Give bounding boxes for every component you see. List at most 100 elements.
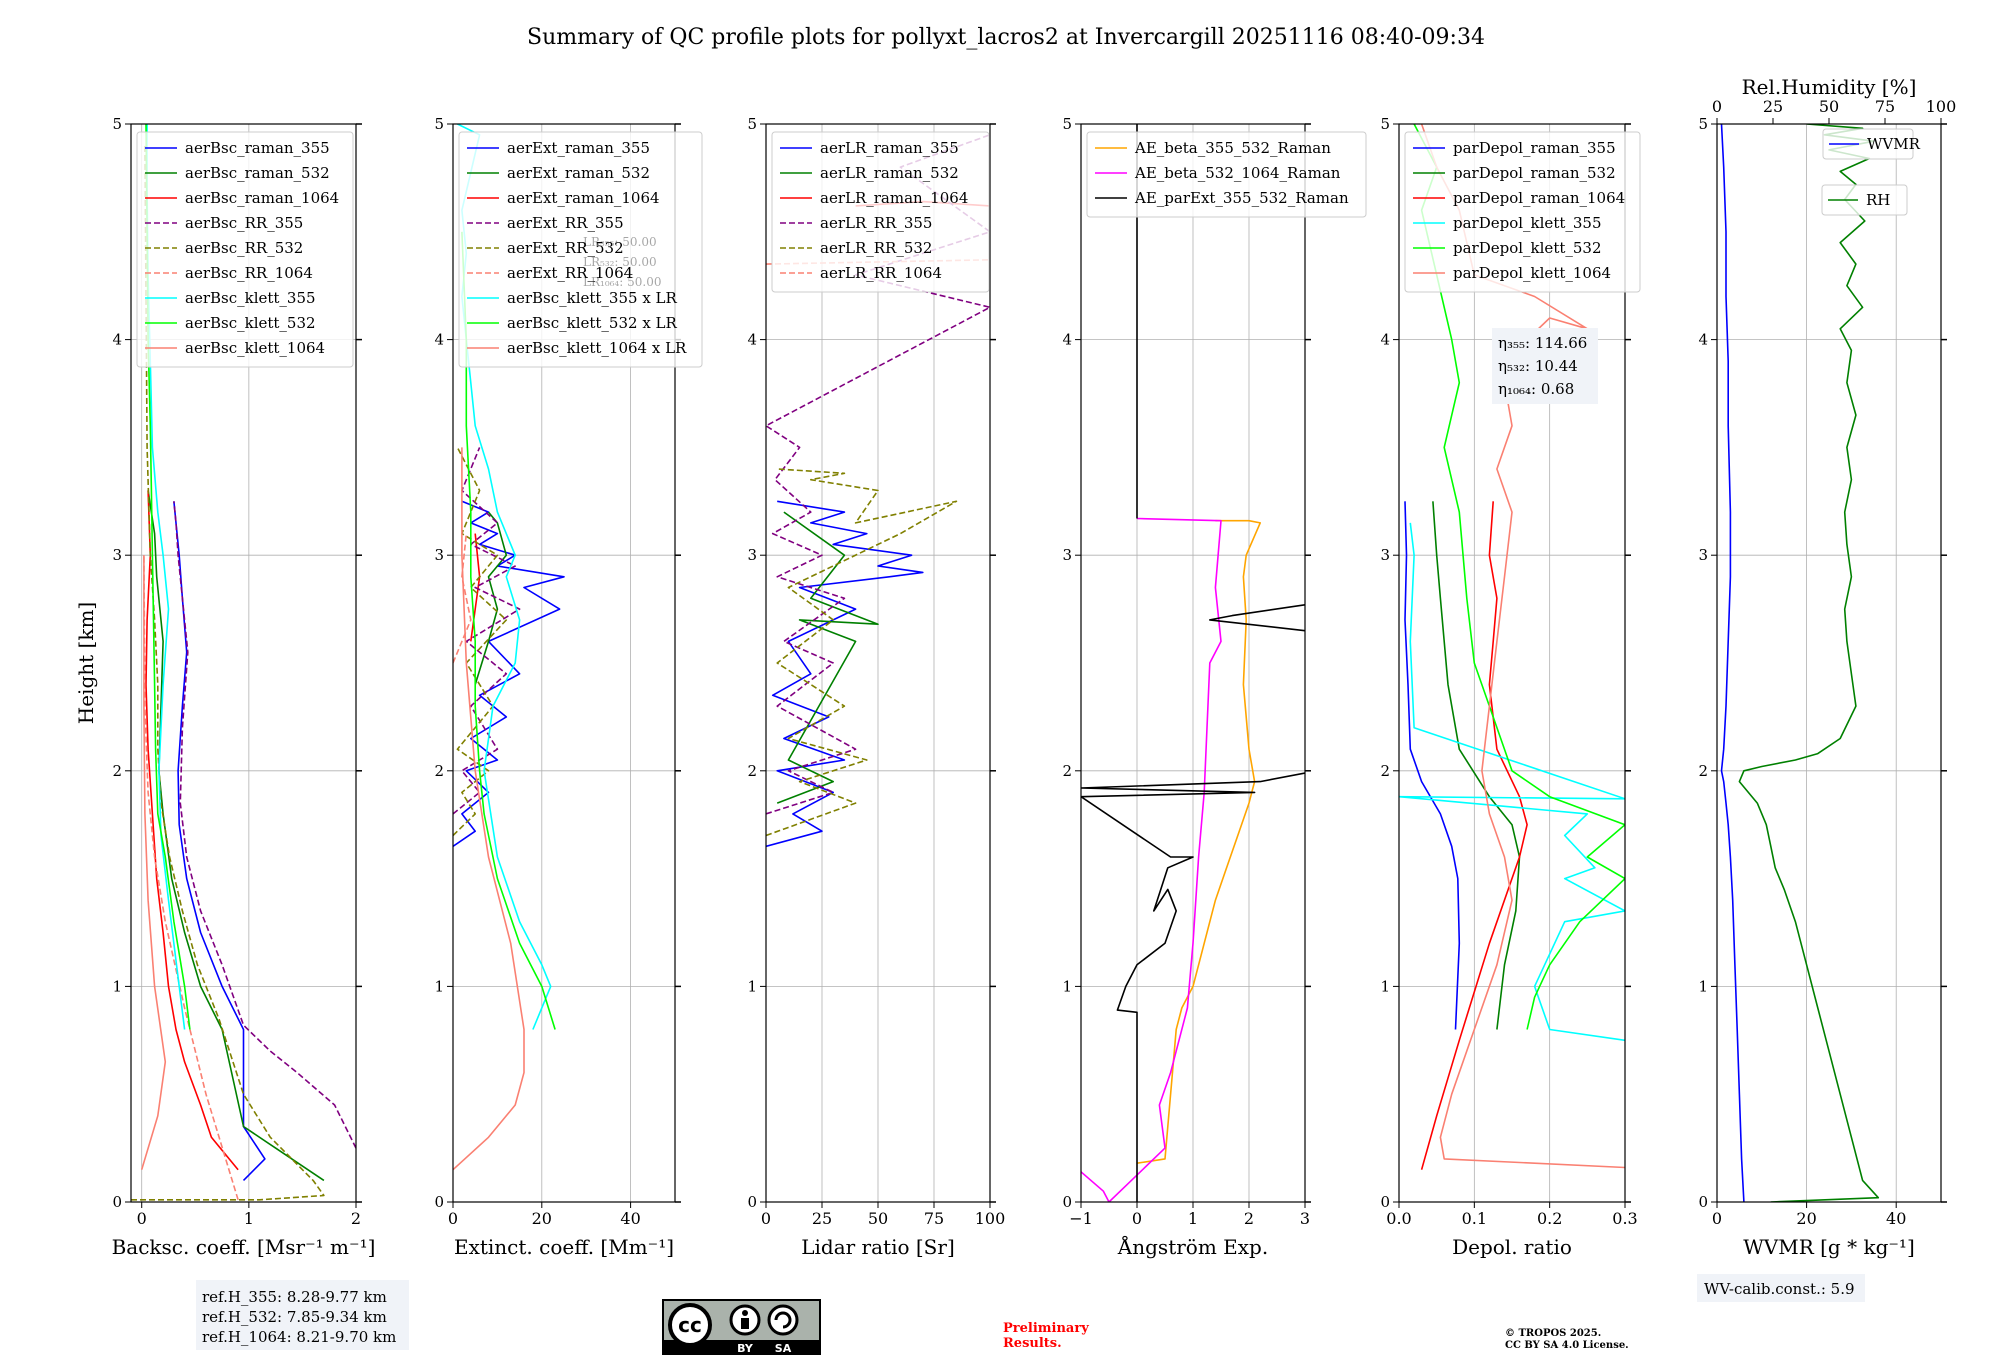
series-line-aerLR_raman_532	[776, 511, 879, 804]
eta-532: η₅₃₂: 10.44	[1498, 357, 1578, 375]
wv-calib-box: WV-calib.const.: 5.9	[1697, 1274, 1865, 1302]
y-tick-label: 0	[1698, 1193, 1708, 1211]
series-line-aerExt_raman_355	[453, 500, 565, 847]
legend: AE_beta_355_532_Raman AE_beta_532_1064_Ra…	[1086, 131, 1367, 218]
cc-by-label: BY	[737, 1342, 754, 1355]
legend-label: aerLR_raman_355	[820, 139, 959, 157]
legend-label: aerLR_RR_532	[820, 239, 932, 257]
legend-label: aerExt_raman_355	[507, 139, 650, 157]
legend-label: aerBsc_klett_1064 x LR	[507, 339, 687, 357]
series-line-AE_parExt_355_532_Raman	[1209, 604, 1305, 632]
legend-label: parDepol_raman_355	[1453, 139, 1616, 157]
y-tick-label: 1	[1062, 977, 1072, 995]
top-x-tick-label: 0	[1712, 97, 1722, 116]
cc-license-badge: cc BY SA	[662, 1299, 821, 1355]
ref-height-1064: ref.H_1064: 8.21-9.70 km	[202, 1328, 396, 1346]
legend-box	[458, 131, 703, 368]
legend-label: aerExt_RR_532	[507, 239, 624, 257]
y-tick-label: 3	[1062, 546, 1072, 564]
legend-label: aerBsc_raman_355	[185, 139, 330, 157]
x-tick-label: 0.0	[1386, 1209, 1411, 1228]
y-tick-label: 1	[1698, 977, 1708, 995]
series-line-RH	[1738, 124, 1880, 1202]
y-tick-label: 1	[747, 977, 757, 995]
y-tick-label: 5	[747, 115, 757, 133]
x-axis-label: Backsc. coeff. [Msr⁻¹ m⁻¹]	[112, 1235, 376, 1259]
legend-label: RH	[1866, 191, 1890, 209]
sa-icon	[767, 1304, 799, 1336]
x-tick-label: 100	[975, 1209, 1006, 1228]
x-tick-label: 3	[1300, 1209, 1310, 1228]
legend-label: parDepol_klett_532	[1453, 239, 1602, 257]
x-tick-label: 0	[448, 1209, 458, 1228]
x-tick-label: 20	[1796, 1209, 1816, 1228]
y-tick-label: 1	[112, 977, 122, 995]
lr-355-note: LR₃₅₅: 50.00	[583, 235, 657, 249]
x-tick-label: 20	[532, 1209, 552, 1228]
y-tick-label: 3	[434, 546, 444, 564]
y-tick-label: 4	[112, 331, 122, 349]
legend-label: aerLR_raman_1064	[820, 189, 968, 207]
legend-label: parDepol_klett_1064	[1453, 264, 1611, 282]
x-tick-label: 2	[1244, 1209, 1254, 1228]
y-tick-label: 5	[1062, 115, 1072, 133]
series-line-aerBsc_klett_1064 x LR	[453, 447, 525, 1171]
series-line-AE_beta_355_532_Raman	[1136, 519, 1261, 1164]
y-tick-label: 0	[434, 1193, 444, 1211]
legend-entry-WVMR: WVMR	[1822, 128, 1921, 160]
y-tick-label: 5	[1380, 115, 1390, 133]
legend-label: aerExt_raman_532	[507, 164, 650, 182]
series-line-parDepol_raman_1064	[1420, 501, 1528, 1170]
series-line-parDepol_raman_355	[1404, 501, 1461, 1030]
legend-label: aerBsc_RR_1064	[185, 264, 313, 282]
wv-calib-const: WV-calib.const.: 5.9	[1704, 1280, 1855, 1298]
series-line-aerBsc_raman_532	[147, 490, 325, 1182]
legend-entry-RH: RH	[1821, 184, 1908, 216]
legend-label: aerBsc_klett_355	[185, 289, 316, 307]
legend-label: aerLR_RR_355	[820, 214, 932, 232]
x-axis-label: Lidar ratio [Sr]	[801, 1235, 955, 1259]
x-tick-label: 1	[1188, 1209, 1198, 1228]
series-line-parDepol_raman_532	[1432, 501, 1521, 1030]
y-tick-label: 5	[112, 115, 122, 133]
legend-label: aerExt_raman_1064	[507, 189, 660, 207]
y-tick-label: 3	[1380, 546, 1390, 564]
x-tick-label: 0	[761, 1209, 771, 1228]
legend: parDepol_raman_355 parDepol_raman_532 parD…	[1404, 131, 1641, 293]
x-tick-label: 1	[244, 1209, 254, 1228]
x-tick-label: 0	[137, 1209, 147, 1228]
x-tick-label: 0.2	[1537, 1209, 1562, 1228]
x-tick-label: 0.1	[1462, 1209, 1487, 1228]
x-tick-label: 75	[924, 1209, 944, 1228]
series-group	[1720, 124, 1880, 1202]
lidar-ratio-panel: 0 25 50 75 100 0 1 2 3 4 5 Lidar ratio [Sr] aerLR_ra…	[747, 115, 1005, 1259]
lr-1064-note: LR₁₀₆₄: 50.00	[583, 275, 661, 289]
ref-height-532: ref.H_532: 7.85-9.34 km	[202, 1308, 387, 1326]
legend-label: parDepol_raman_532	[1453, 164, 1616, 182]
legend-label: aerExt_RR_1064	[507, 264, 633, 282]
y-tick-label: 4	[1698, 331, 1708, 349]
series-line-parDepol_klett_355	[1399, 522, 1625, 1042]
figure-title: Summary of QC profile plots for pollyxt_…	[527, 25, 1485, 50]
x-axis-label: Extinct. coeff. [Mm⁻¹]	[454, 1235, 674, 1259]
y-tick-label: 0	[747, 1193, 757, 1211]
y-tick-label: 3	[747, 546, 757, 564]
series-line-aerExt_RR_355	[453, 447, 521, 815]
legend-label: aerLR_RR_1064	[820, 264, 942, 282]
legend-label: AE_beta_532_1064_Raman	[1134, 164, 1341, 182]
x-tick-label: 40	[1886, 1209, 1906, 1228]
x-tick-label: 2	[351, 1209, 361, 1228]
axes-frame	[452, 123, 676, 1203]
series-line-aerBsc_klett_1064	[140, 555, 167, 1170]
y-tick-label: 2	[1062, 762, 1072, 780]
y-tick-label: 4	[434, 331, 444, 349]
legend-box	[1822, 128, 1914, 160]
series-group	[131, 124, 356, 1201]
y-tick-label: 0	[1062, 1193, 1072, 1211]
legend-label: AE_parExt_355_532_Raman	[1134, 189, 1349, 207]
series-line-AE_beta_532_1064_Raman	[1081, 517, 1222, 1202]
x-tick-label: 0.3	[1612, 1209, 1637, 1228]
eta-1064: η₁₀₆₄: 0.68	[1498, 380, 1574, 398]
legend: aerBsc_raman_355 aerBsc_raman_532 aerBsc_r…	[136, 131, 354, 368]
